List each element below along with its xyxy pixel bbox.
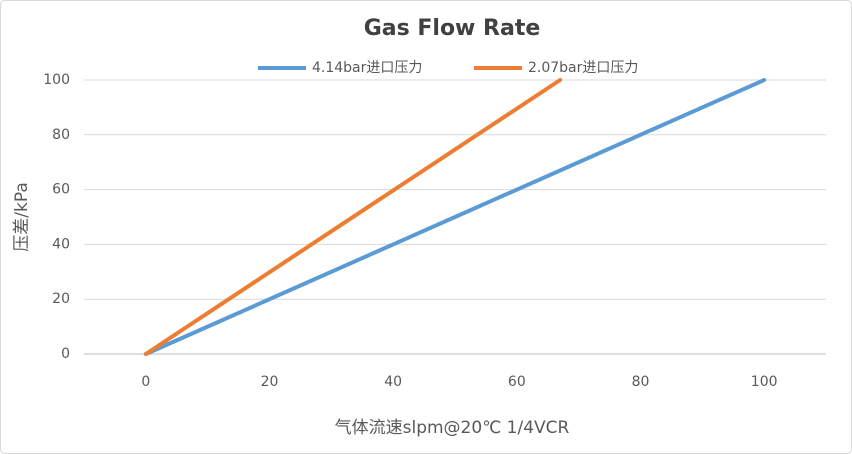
x-tick-label: 0	[141, 374, 150, 390]
series-line	[143, 78, 563, 356]
legend-label: 2.07bar进口压力	[528, 60, 638, 76]
y-tick-label: 20	[52, 291, 70, 307]
chart-title: Gas Flow Rate	[364, 16, 541, 41]
y-tick-label: 60	[52, 182, 70, 198]
x-tick-label: 60	[508, 374, 526, 390]
legend-label: 4.14bar进口压力	[312, 60, 422, 76]
x-tick-label: 20	[261, 374, 279, 390]
x-tick-label: 80	[632, 374, 650, 390]
x-axis-title: 气体流速slpm@20℃ 1/4VCR	[335, 418, 570, 438]
y-tick-label: 0	[61, 346, 70, 362]
y-tick-label: 40	[52, 236, 70, 252]
y-axis-title: 压差/kPa	[12, 182, 32, 251]
y-tick-label: 80	[52, 127, 70, 143]
x-tick-label: 100	[751, 374, 778, 390]
x-tick-label: 40	[384, 374, 402, 390]
series-line	[143, 78, 767, 356]
y-tick-label: 100	[43, 72, 70, 88]
